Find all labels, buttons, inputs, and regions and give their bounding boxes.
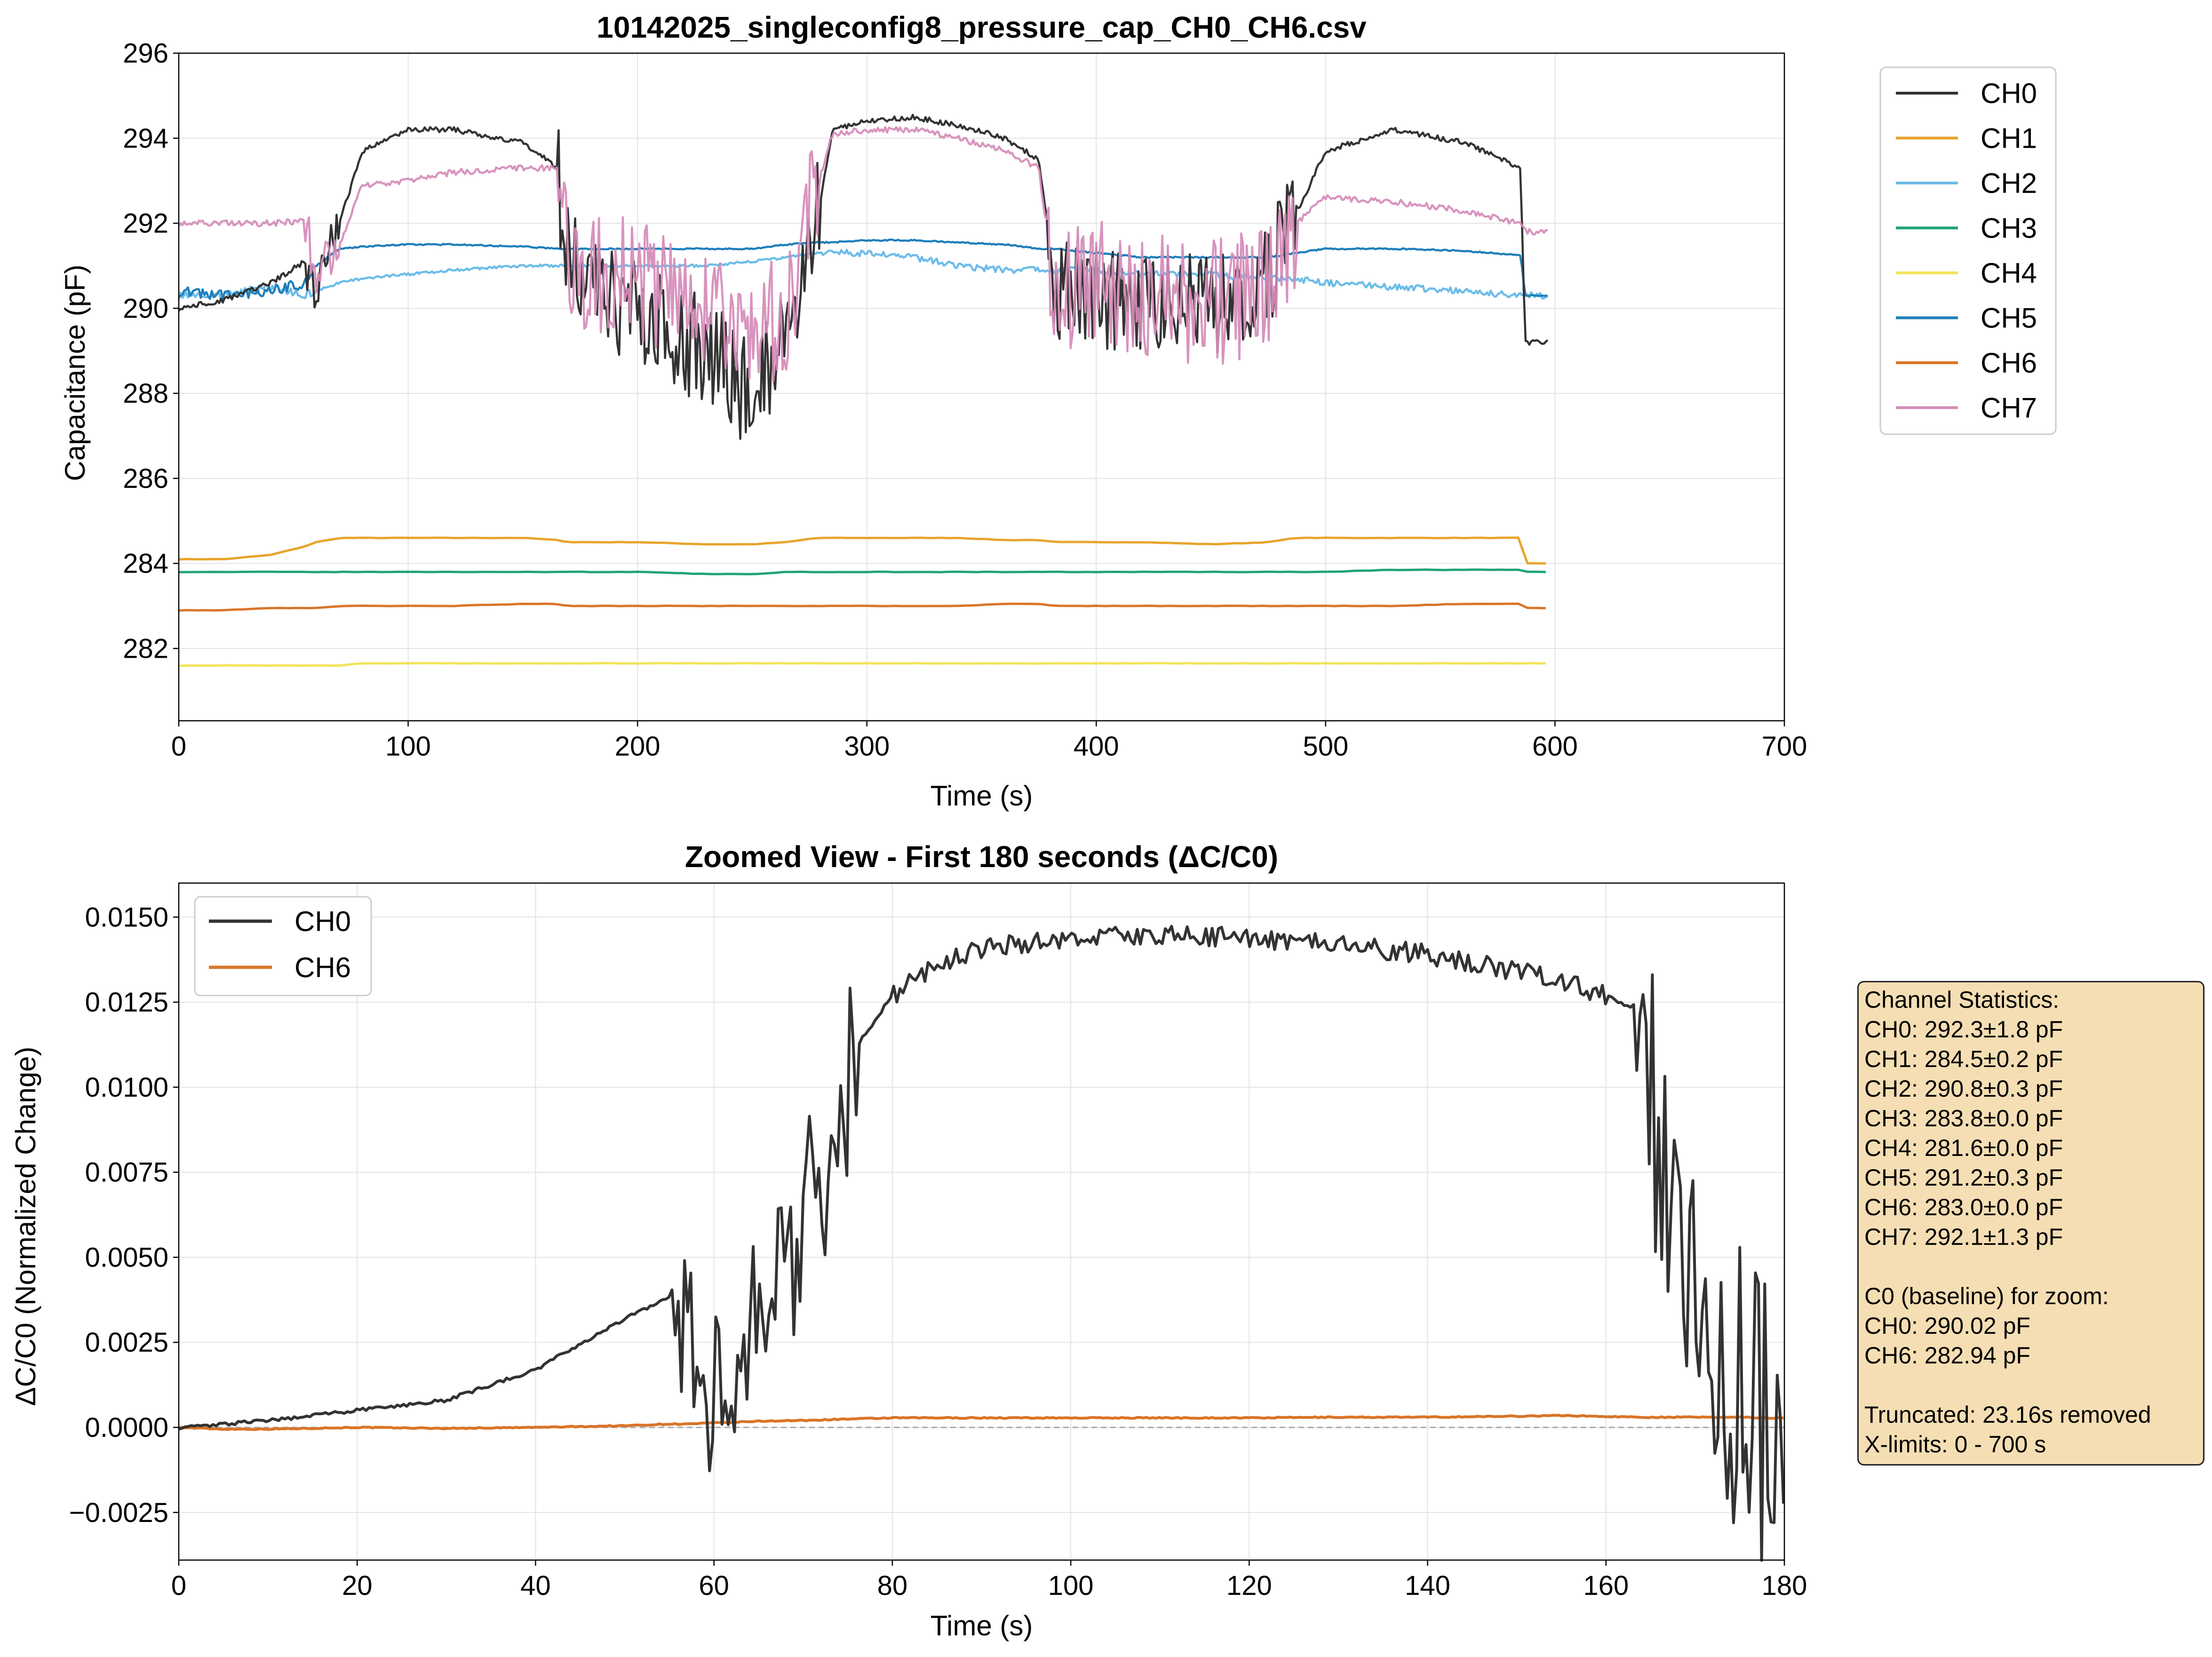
stats-line: CH5: 291.2±0.3 pF — [1864, 1164, 2063, 1191]
legend-label-ch1: CH1 — [1981, 123, 2037, 154]
top-legend: CH0 CH1 CH2 CH3 CH4 CH5 CH6 CH7 — [1879, 66, 2057, 435]
bottom-y-tick-label: 0.0050 — [85, 1242, 168, 1273]
stats-line: CH0: 292.3±1.8 pF — [1864, 1016, 2063, 1043]
stats-line — [1864, 1370, 2203, 1400]
bottom-x-axis-label: Time (s) — [931, 1610, 1033, 1641]
top-x-tick-label: 600 — [1532, 731, 1578, 762]
top-x-tick-label: 100 — [385, 731, 431, 762]
bottom-x-tick-label: 180 — [1762, 1570, 1807, 1601]
bottom-plot-frame — [178, 882, 1785, 1561]
bottom-y-tick-label: 0.0025 — [85, 1327, 168, 1358]
bottom-y-tick-label: 0.0075 — [85, 1157, 168, 1188]
bottom-x-tick-label: 120 — [1226, 1570, 1272, 1601]
top-y-tick-label: 290 — [123, 293, 168, 324]
channel-statistics-box: Channel Statistics: CH0: 292.3±1.8 pF CH… — [1857, 981, 2204, 1466]
top-y-tick-label: 292 — [123, 208, 168, 239]
top-y-tick-label: 282 — [123, 633, 168, 664]
bottom-x-tick-label: 80 — [877, 1570, 908, 1601]
series-line-ch5 — [178, 239, 1548, 300]
top-y-axis-label: Capacitance (pF) — [59, 264, 91, 481]
bottom-y-tick-label: 0.0150 — [85, 902, 168, 932]
stats-line: CH4: 281.6±0.0 pF — [1864, 1135, 2063, 1161]
top-y-tick-label: 296 — [123, 38, 168, 69]
top-x-tick-label: 700 — [1762, 731, 1807, 762]
series-line-ch6-zoom — [178, 1413, 1784, 1431]
top-x-tick-label: 500 — [1303, 731, 1348, 762]
series-line-ch1 — [178, 536, 1546, 565]
series-line-ch0 — [178, 113, 1549, 440]
bottom-y-tick-label: 0.0125 — [85, 987, 168, 1018]
top-y-tick-label: 284 — [123, 549, 168, 579]
series-line-ch2 — [177, 248, 1548, 301]
top-x-axis-label: Time (s) — [931, 780, 1033, 812]
bottom-y-axis-label: ΔC/C0 (Normalized Change) — [10, 1047, 41, 1406]
top-chart-title: 10142025_singleconfig8_pressure_cap_CH0_… — [597, 10, 1367, 44]
series-line-ch4 — [178, 662, 1546, 667]
bottom-x-tick-label: 140 — [1405, 1570, 1450, 1601]
legend-label-ch3: CH3 — [1981, 213, 2037, 244]
top-x-tick-label: 0 — [171, 731, 186, 762]
stats-line: CH2: 290.8±0.3 pF — [1864, 1075, 2063, 1102]
series-line-ch7 — [178, 126, 1548, 382]
legend-label-ch5: CH5 — [1981, 303, 2037, 334]
bottom-x-tick-label: 60 — [699, 1570, 729, 1601]
legend-label-ch2: CH2 — [1981, 167, 2037, 199]
legend-label-ch6-zoom: CH6 — [294, 952, 351, 983]
top-x-tick-label: 200 — [615, 731, 660, 762]
series-line-ch3 — [178, 568, 1546, 575]
top-y-tick-label: 294 — [123, 123, 168, 154]
bottom-y-tick-label: −0.0025 — [69, 1498, 168, 1528]
bottom-x-tick-label: 40 — [520, 1570, 551, 1601]
top-plot-frame — [178, 52, 1785, 722]
stats-line: C0 (baseline) for zoom: — [1864, 1283, 2109, 1309]
bottom-x-tick-label: 100 — [1048, 1570, 1094, 1601]
stats-line: Truncated: 23.16s removed — [1864, 1402, 2151, 1428]
legend-label-ch6: CH6 — [1981, 347, 2037, 379]
stats-line: CH1: 284.5±0.2 pF — [1864, 1046, 2063, 1072]
top-y-tick-label: 288 — [123, 378, 168, 409]
series-line-ch0-zoom — [178, 924, 1785, 1562]
stats-line: Channel Statistics: — [1864, 987, 2060, 1013]
top-x-tick-label: 300 — [844, 731, 890, 762]
stats-line: CH3: 283.8±0.0 pF — [1864, 1105, 2063, 1131]
stats-line: X-limits: 0 - 700 s — [1864, 1431, 2046, 1458]
bottom-x-tick-label: 20 — [342, 1570, 373, 1601]
legend-label-ch0: CH0 — [1981, 78, 2037, 109]
bottom-y-tick-label: 0.0000 — [85, 1412, 168, 1443]
series-line-ch6 — [178, 602, 1546, 612]
bottom-y-tick-label: 0.0100 — [85, 1072, 168, 1103]
bottom-x-tick-label: 160 — [1583, 1570, 1629, 1601]
legend-label-ch7: CH7 — [1981, 392, 2037, 424]
stats-line: CH6: 282.94 pF — [1864, 1342, 2030, 1369]
stats-line — [1864, 1252, 2203, 1282]
top-y-tick-label: 286 — [123, 463, 168, 494]
stats-line: CH6: 283.0±0.0 pF — [1864, 1194, 2063, 1220]
legend-label-ch0-zoom: CH0 — [294, 906, 351, 937]
legend-label-ch4: CH4 — [1981, 257, 2037, 289]
stats-line: CH7: 292.1±1.3 pF — [1864, 1224, 2063, 1250]
bottom-x-tick-label: 0 — [171, 1570, 186, 1601]
stats-line: CH0: 290.02 pF — [1864, 1313, 2030, 1339]
top-x-tick-label: 400 — [1074, 731, 1119, 762]
bottom-chart-title: Zoomed View - First 180 seconds (ΔC/C0) — [685, 840, 1278, 874]
top-legend-box — [1879, 66, 2057, 435]
